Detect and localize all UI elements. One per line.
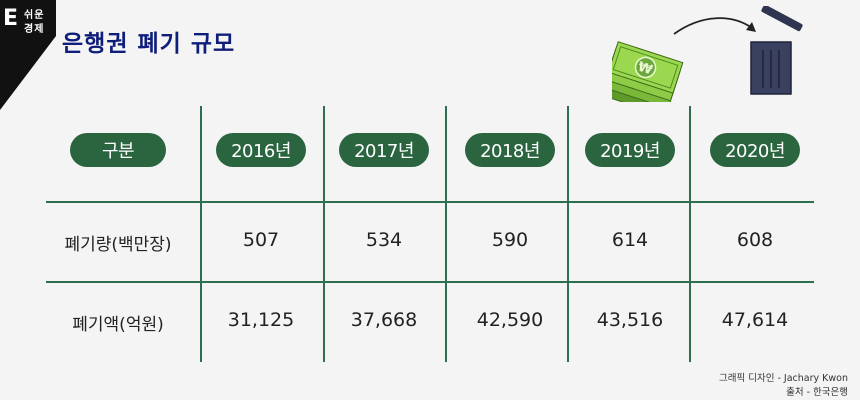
year-header-2020: 2020년 xyxy=(710,133,800,167)
column-divider xyxy=(689,106,691,362)
row-label-volume: 폐기량(백만장) xyxy=(64,235,172,255)
table-cell: 590 xyxy=(491,229,529,251)
money-disposal-illustration: ₩ xyxy=(612,6,803,102)
row-label-amount: 폐기액(억원) xyxy=(72,315,164,335)
brand-logo-letter: E xyxy=(3,6,19,31)
table-cell: 31,125 xyxy=(227,309,295,331)
corner-triangle-icon xyxy=(0,0,56,110)
year-header-2018: 2018년 xyxy=(465,133,555,167)
table-cell: 43,516 xyxy=(596,309,664,331)
brand-line1: 쉬운 xyxy=(24,10,45,21)
table-cell: 37,668 xyxy=(350,309,418,331)
money-stack-icon: ₩ xyxy=(612,41,684,102)
table-cell: 42,590 xyxy=(476,309,544,331)
header-label-pill: 구분 xyxy=(70,133,166,167)
table-cell: 614 xyxy=(611,229,649,251)
table-cell: 47,614 xyxy=(721,309,789,331)
year-header-2019: 2019년 xyxy=(585,133,675,167)
brand-line2: 경제 xyxy=(24,24,45,35)
trash-bin-icon xyxy=(750,6,803,95)
table-cell: 507 xyxy=(242,229,280,251)
table-cell: 608 xyxy=(736,229,774,251)
footer-credit: 그래픽 디자인 - Jachary Kwon xyxy=(719,373,848,384)
column-divider xyxy=(445,106,447,362)
row-divider xyxy=(46,281,814,283)
row-divider xyxy=(46,201,814,203)
table-cell: 534 xyxy=(365,229,403,251)
page-title: 은행권 폐기 규모 xyxy=(62,31,236,57)
arrow-icon xyxy=(673,17,753,35)
column-divider xyxy=(200,106,202,362)
footer-source: 출처 - 한국은행 xyxy=(786,387,848,398)
year-header-2017: 2017년 xyxy=(339,133,429,167)
brand-corner: E 쉬운 경제 xyxy=(0,0,56,110)
column-divider xyxy=(323,106,325,362)
column-divider xyxy=(567,106,569,362)
svg-text:₩: ₩ xyxy=(636,60,655,79)
year-header-2016: 2016년 xyxy=(216,133,306,167)
